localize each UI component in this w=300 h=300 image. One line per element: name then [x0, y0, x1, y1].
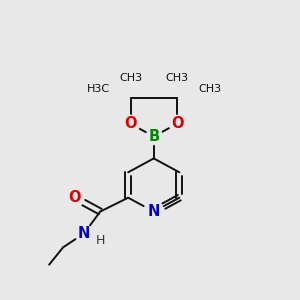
Text: B: B: [148, 129, 159, 144]
Text: N: N: [148, 204, 160, 219]
Text: O: O: [171, 116, 183, 131]
Text: O: O: [124, 116, 137, 131]
Text: CH3: CH3: [165, 73, 189, 82]
Text: CH3: CH3: [198, 84, 221, 94]
Text: CH3: CH3: [119, 73, 142, 82]
Text: H: H: [96, 234, 105, 247]
Text: N: N: [78, 226, 90, 241]
Text: O: O: [68, 190, 81, 205]
Text: H3C: H3C: [86, 84, 110, 94]
